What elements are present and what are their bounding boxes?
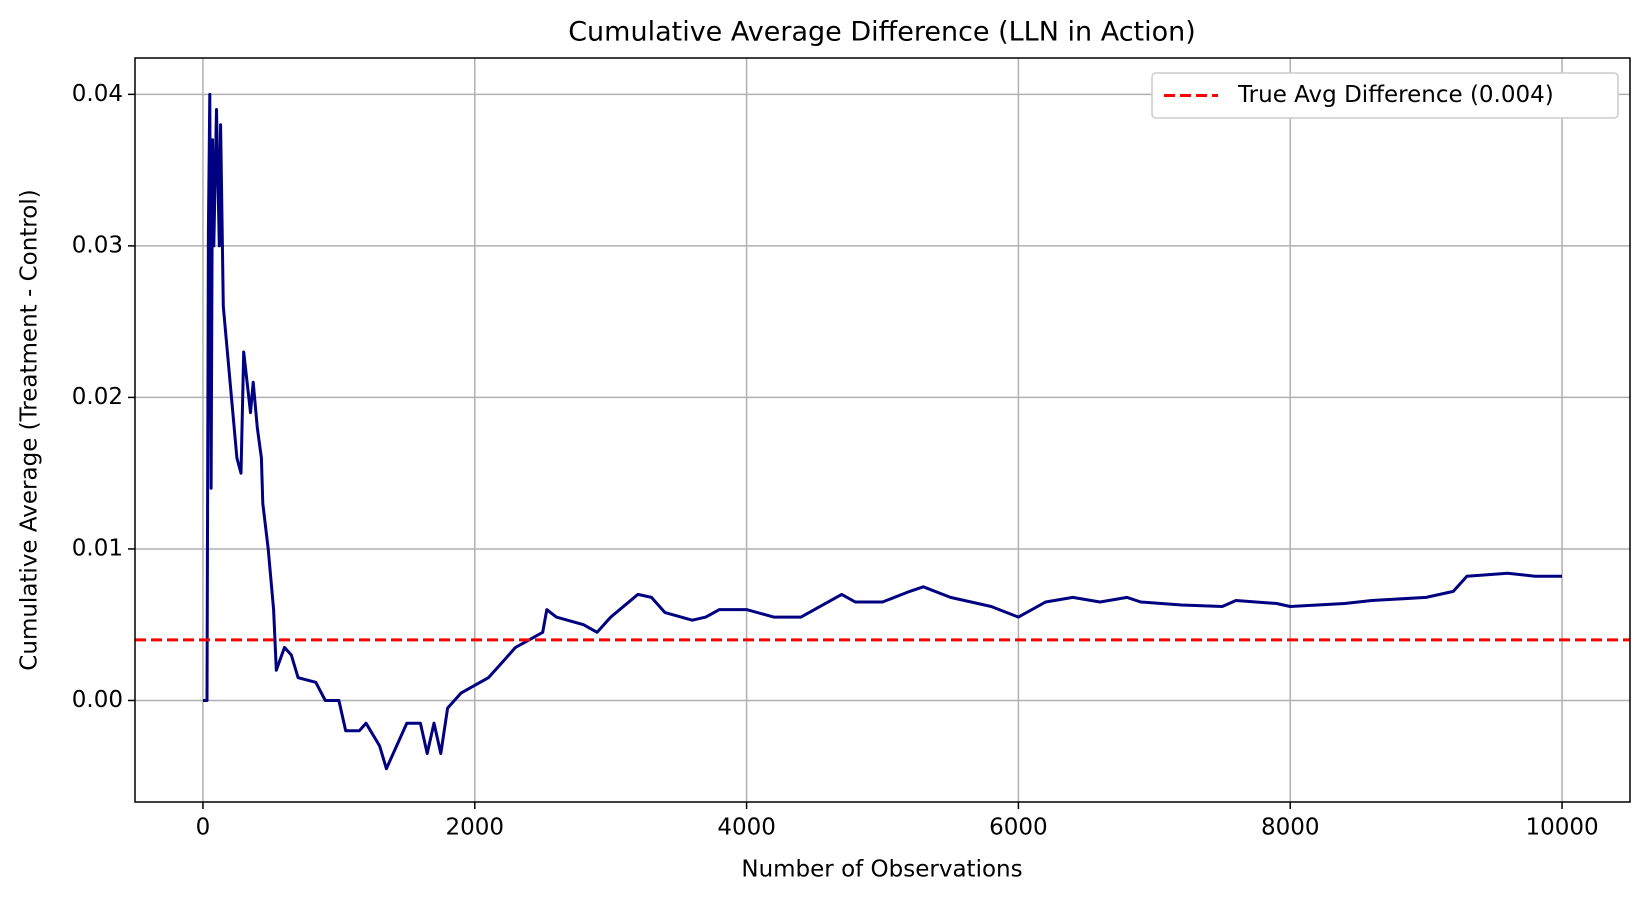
legend-label: True Avg Difference (0.004) <box>1237 82 1554 108</box>
x-tick-label: 10000 <box>1525 815 1598 841</box>
legend-box <box>1151 72 1619 119</box>
plot-frame <box>134 57 1631 803</box>
y-tick-label: 0.03 <box>72 232 123 258</box>
y-tick-label: 0.02 <box>72 384 123 410</box>
y-axis-label: Cumulative Average (Treatment - Control) <box>17 189 43 670</box>
x-axis-label: Number of Observations <box>741 857 1022 883</box>
y-tick-label: 0.01 <box>72 535 123 561</box>
x-tick-label: 2000 <box>445 815 504 841</box>
y-tick-label: 0.00 <box>72 687 123 713</box>
plot-area <box>135 92 1630 771</box>
x-tick-label: 6000 <box>989 815 1048 841</box>
x-tick-label: 8000 <box>1261 815 1320 841</box>
y-tick-label: 0.04 <box>72 81 123 107</box>
chart-title: Cumulative Average Difference (LLN in Ac… <box>568 17 1196 48</box>
x-tick-label: 4000 <box>717 815 776 841</box>
x-tick-label: 0 <box>196 815 211 841</box>
data-line <box>203 92 1562 771</box>
